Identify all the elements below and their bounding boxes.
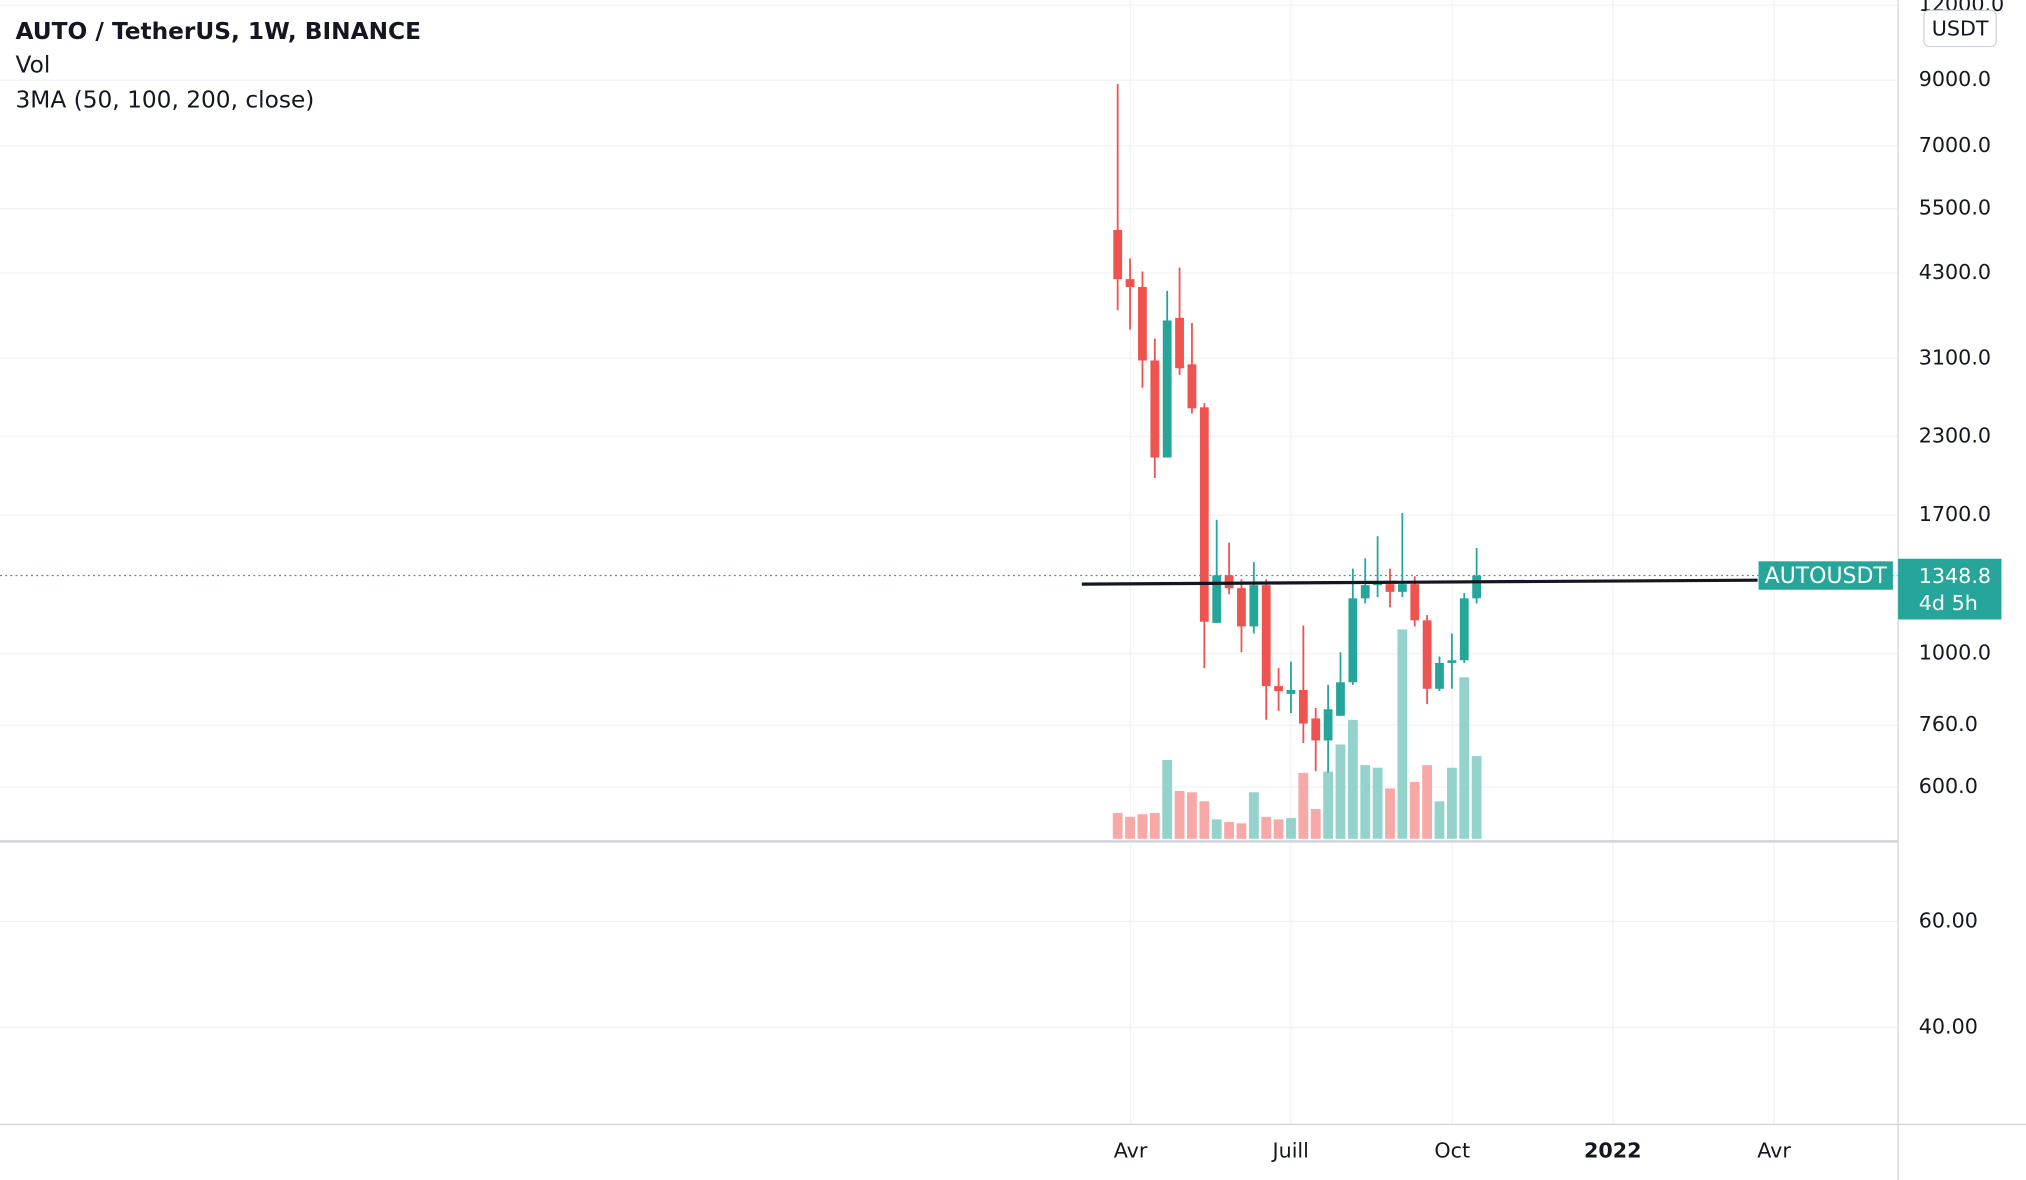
volume-bar [1446, 767, 1457, 839]
price-label: 1348.8 [1919, 564, 1991, 588]
candle-body [1435, 662, 1444, 689]
candle-body [1175, 317, 1184, 369]
candle-body [1348, 598, 1358, 683]
y-tick-label: 7000.0 [1919, 133, 1991, 157]
y2-tick-label: 40.00 [1919, 1014, 1978, 1038]
candle-body [1360, 585, 1370, 599]
volume-bar [1199, 801, 1210, 839]
candle-body [1125, 279, 1135, 288]
x-tick-label: 2022 [1584, 1139, 1641, 1163]
x-tick-label: Avr [1114, 1139, 1148, 1163]
volume-bar [1174, 790, 1185, 839]
volume-bar [1471, 756, 1482, 839]
volume-bar [1162, 759, 1173, 839]
candle-body [1113, 229, 1123, 280]
y-tick-label: 9000.0 [1919, 67, 1991, 91]
volume-bar [1224, 821, 1234, 839]
plot [0, 84, 1899, 839]
volume-bar [1149, 812, 1160, 839]
candle-body [1410, 584, 1420, 621]
y-tick-label: 3100.0 [1919, 345, 1991, 369]
symbol-tag [1758, 561, 1893, 590]
x-tick-label: Avr [1757, 1139, 1791, 1163]
volume-bar [1273, 819, 1284, 839]
candle-body [1237, 588, 1246, 627]
candle-body [1199, 407, 1209, 622]
grid [0, 0, 1899, 1125]
y-tick-label: 760.0 [1919, 712, 1978, 736]
candle-body [1274, 686, 1283, 692]
volume-bar [1409, 781, 1420, 839]
volume-bar [1459, 677, 1470, 839]
volume-bar [1298, 772, 1309, 839]
y-tick-label: 1700.0 [1919, 502, 1991, 526]
candle-body [1385, 584, 1395, 592]
currency-label[interactable]: USDT [1932, 17, 1989, 41]
volume-bar [1434, 801, 1445, 839]
candle-body [1397, 584, 1407, 592]
price-tag [1898, 558, 2002, 620]
candle-body [1138, 287, 1147, 361]
candle-body [1323, 709, 1333, 741]
chart-title: AUTO / TetherUS, 1W, BINANCE [16, 18, 421, 45]
candle-body [1150, 360, 1160, 458]
y-tick-label: 600.0 [1919, 774, 1978, 798]
volume-bar [1372, 767, 1383, 839]
volume-bar [1323, 771, 1334, 839]
volume-bar [1112, 812, 1123, 839]
volume-bar [1422, 765, 1433, 839]
candle-body [1472, 575, 1482, 599]
y-tick-label: 5500.0 [1919, 196, 1991, 220]
indicator-legend: Vol [16, 51, 51, 78]
volume-bar [1211, 819, 1222, 839]
volume-bar [1397, 629, 1408, 839]
y-tick-label: 2300.0 [1919, 423, 1991, 447]
volume-bar [1347, 719, 1358, 839]
indicator-legend: 3MA (50, 100, 200, close) [16, 86, 315, 113]
currency-badge[interactable] [1923, 9, 1997, 48]
volume-bar [1248, 792, 1259, 839]
x-tick-label: Oct [1434, 1139, 1470, 1163]
volume-bar [1385, 788, 1395, 839]
candle-body [1261, 585, 1271, 687]
y2-tick-label: 60.00 [1919, 908, 1978, 932]
candle-body [1212, 575, 1222, 623]
x-tick-label: Juill [1271, 1139, 1309, 1163]
volume-bar [1360, 765, 1371, 839]
axes: Avr Juill Oct 2022 Avr12000.09000.07000.0550… [1114, 0, 2004, 1163]
candle-body [1286, 689, 1296, 694]
volume-bar [1137, 814, 1148, 839]
candle-body [1311, 718, 1321, 741]
volume-bar [1335, 744, 1346, 839]
volume-bar [1236, 823, 1247, 839]
volume-bar [1125, 816, 1135, 839]
volume-bar [1261, 816, 1272, 839]
candle-body [1187, 364, 1197, 409]
countdown-label: 4d 5h [1919, 591, 1978, 615]
trend-line [1081, 578, 1758, 586]
volume-bar [1187, 792, 1197, 839]
symbol-label: AUTOUSDT [1765, 564, 1888, 589]
candle-body [1162, 320, 1172, 458]
y-tick-label: 4300.0 [1919, 260, 1991, 284]
candle-body [1336, 682, 1345, 716]
y-tick-label: 1000.0 [1919, 641, 1991, 665]
candle-body [1298, 689, 1308, 724]
volume-bar [1286, 818, 1296, 839]
candle-body [1447, 660, 1457, 663]
candle-body [1422, 620, 1432, 689]
volume-bar [1310, 809, 1321, 839]
candle-body [1459, 598, 1469, 661]
candle-body [1249, 585, 1259, 627]
